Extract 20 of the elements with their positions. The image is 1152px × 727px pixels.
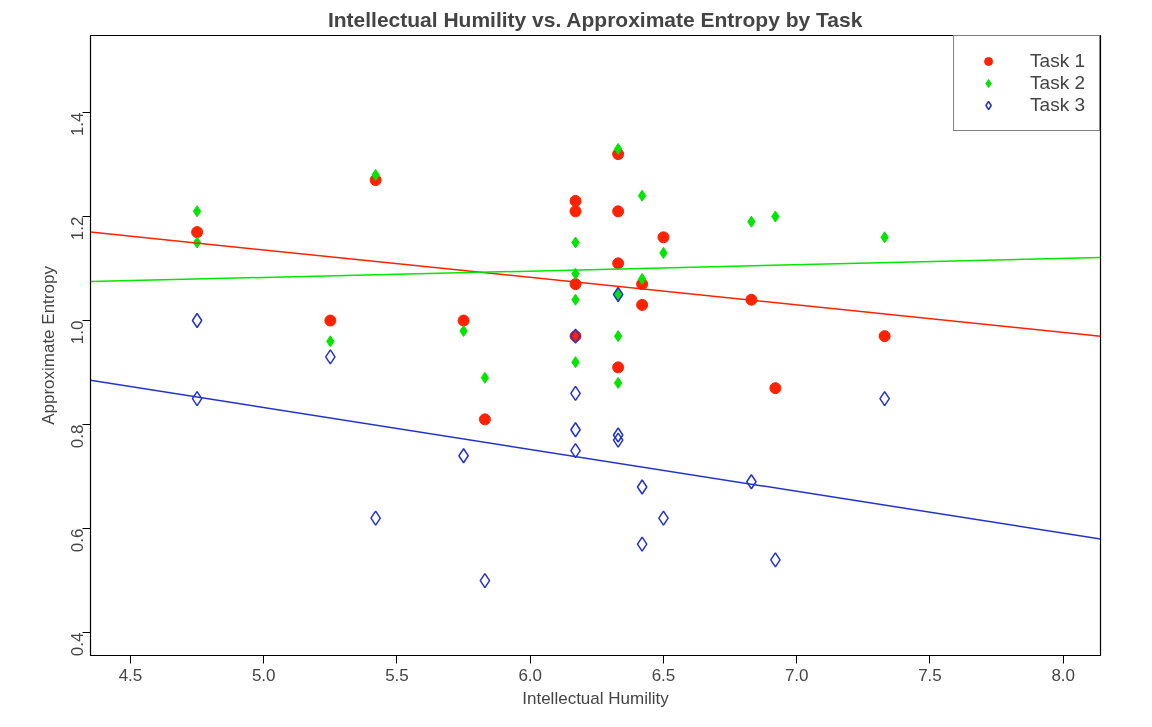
y-tick-label: 0.6 [68,528,88,553]
x-tick-label: 7.5 [918,665,942,685]
y-tick-label: 0.8 [68,424,88,449]
x-tick-label: 5.5 [385,665,409,685]
x-tick-label: 4.5 [118,665,143,685]
x-tick-label: 5.0 [251,665,276,685]
y-axis-title: Approximate Entropy [38,265,58,425]
x-tick-label: 6.5 [651,665,676,685]
y-tick-label: 1.2 [68,216,88,241]
chart-title: Intellectual Humility vs. Approximate Entropy by Task [327,7,863,31]
x-tick-label: 8.0 [1051,665,1076,685]
legend-label: Task 1 [1030,50,1085,72]
legend-label: Task 2 [1030,72,1085,94]
x-axis-title: Intellectual Humility [522,688,670,708]
x-tick-label: 7.0 [784,665,809,685]
y-tick-label: 1.0 [68,320,88,345]
y-tick-label: 1.4 [68,112,88,137]
legend-label: Task 3 [1030,94,1085,116]
x-tick-label: 6.0 [518,665,543,685]
y-tick-label: 0.4 [68,632,88,657]
